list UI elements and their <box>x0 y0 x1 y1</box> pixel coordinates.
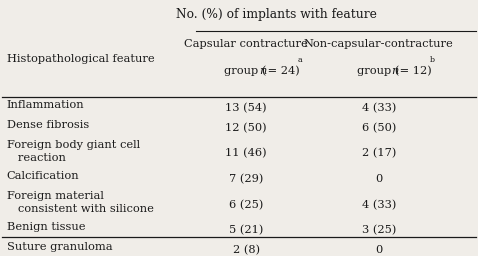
Text: 5 (21): 5 (21) <box>229 225 263 236</box>
Text: Calcification: Calcification <box>7 171 79 181</box>
Text: Benign tissue: Benign tissue <box>7 222 85 232</box>
Text: Suture granuloma: Suture granuloma <box>7 242 112 252</box>
Text: n: n <box>259 66 266 76</box>
Text: a: a <box>297 56 302 64</box>
Text: No. (%) of implants with feature: No. (%) of implants with feature <box>176 8 377 21</box>
Text: Capsular contracture: Capsular contracture <box>184 39 308 49</box>
Text: group (: group ( <box>357 66 399 76</box>
Text: b: b <box>430 56 435 64</box>
Text: 2 (8): 2 (8) <box>232 245 260 255</box>
Text: 11 (46): 11 (46) <box>225 148 267 159</box>
Text: Inflammation: Inflammation <box>7 100 85 110</box>
Text: 0: 0 <box>375 245 382 255</box>
Text: 0: 0 <box>375 174 382 184</box>
Text: = 24): = 24) <box>264 66 299 76</box>
Text: Foreign body giant cell
   reaction: Foreign body giant cell reaction <box>7 140 140 163</box>
Text: Non-capsular-contracture: Non-capsular-contracture <box>304 39 454 49</box>
Text: 2 (17): 2 (17) <box>361 148 396 159</box>
Text: 4 (33): 4 (33) <box>361 103 396 113</box>
Text: 6 (25): 6 (25) <box>229 199 263 210</box>
Text: Dense fibrosis: Dense fibrosis <box>7 120 89 130</box>
Text: group (: group ( <box>224 66 266 76</box>
Text: 7 (29): 7 (29) <box>229 174 263 184</box>
Text: = 12): = 12) <box>396 66 432 76</box>
Text: n: n <box>391 66 399 76</box>
Text: 12 (50): 12 (50) <box>225 123 267 133</box>
Text: Histopathological feature: Histopathological feature <box>7 54 154 64</box>
Text: 4 (33): 4 (33) <box>361 199 396 210</box>
Text: 13 (54): 13 (54) <box>225 103 267 113</box>
Text: 6 (50): 6 (50) <box>361 123 396 133</box>
Text: 3 (25): 3 (25) <box>361 225 396 236</box>
Text: Foreign material
   consistent with silicone: Foreign material consistent with silicon… <box>7 191 154 214</box>
